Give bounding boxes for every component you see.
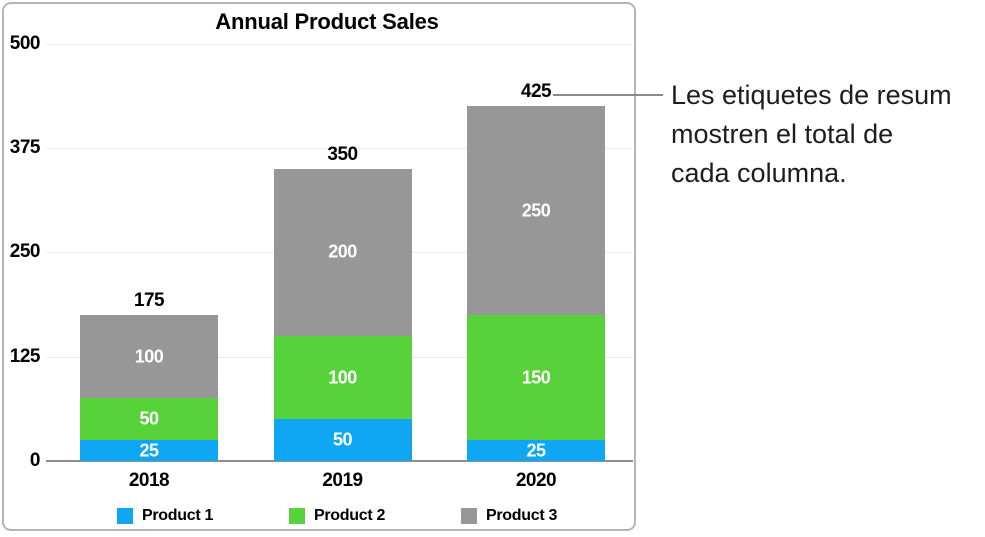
- summary-total-label: 425: [520, 81, 552, 103]
- bar-segment-product-2: [273, 335, 412, 420]
- legend-swatch-icon: [117, 508, 133, 524]
- bar-segment-product-1: [467, 440, 605, 461]
- gridline: [46, 43, 633, 45]
- bar-value-label: 25: [139, 440, 159, 461]
- y-axis-tick-label: 125: [9, 345, 41, 367]
- x-axis-label: 2020: [515, 470, 557, 491]
- y-axis-tick-label: 250: [9, 241, 41, 263]
- callout-line: [553, 94, 663, 96]
- bar-value-label: 50: [139, 408, 159, 429]
- x-axis-label: 2018: [128, 470, 170, 491]
- annotation-line-2: mostren el total de: [671, 119, 894, 149]
- bar-value-label: 50: [332, 429, 353, 450]
- x-axis-line: [46, 460, 633, 462]
- bar-segment-product-2: [80, 398, 218, 441]
- bar-value-label: 200: [328, 241, 357, 262]
- bar-value-label: 150: [521, 367, 551, 387]
- bar-segment-product-3: [273, 168, 412, 336]
- y-axis-tick-label: 0: [29, 450, 41, 471]
- legend-label: Product 2: [314, 507, 386, 524]
- bar-segment-product-2: [467, 314, 605, 441]
- chart-title: Annual Product Sales: [215, 9, 439, 34]
- bar-value-label: 250: [521, 200, 551, 220]
- bar-segment-product-1: [80, 440, 218, 461]
- legend-item: Product 2: [289, 507, 385, 525]
- annotation-line-3: cada columna.: [671, 158, 847, 188]
- bar-segment-product-1: [273, 419, 412, 461]
- bar-segment-product-3: [80, 314, 218, 399]
- legend-item: Product 1: [117, 507, 213, 525]
- bar-value-label: 100: [134, 346, 164, 367]
- bar-segment-product-3: [467, 106, 605, 315]
- legend-item: Product 3: [461, 507, 557, 525]
- legend-label: Product 1: [142, 507, 214, 524]
- bar-value-label: 25: [526, 440, 546, 461]
- legend-swatch-icon: [289, 508, 305, 524]
- legend-swatch-icon: [461, 508, 477, 524]
- summary-total-label: 175: [133, 289, 165, 311]
- y-axis-tick-label: 500: [9, 32, 41, 54]
- gridline: [46, 147, 633, 149]
- y-axis-tick-label: 375: [9, 136, 41, 158]
- annotation-text: Les etiquetes de resum mostren el total …: [671, 76, 952, 193]
- summary-total-label: 350: [327, 143, 358, 165]
- x-axis-label: 2019: [322, 470, 363, 491]
- annotation-line-1: Les etiquetes de resum: [671, 80, 952, 110]
- legend-label: Product 3: [486, 507, 558, 524]
- bar-value-label: 100: [328, 367, 357, 387]
